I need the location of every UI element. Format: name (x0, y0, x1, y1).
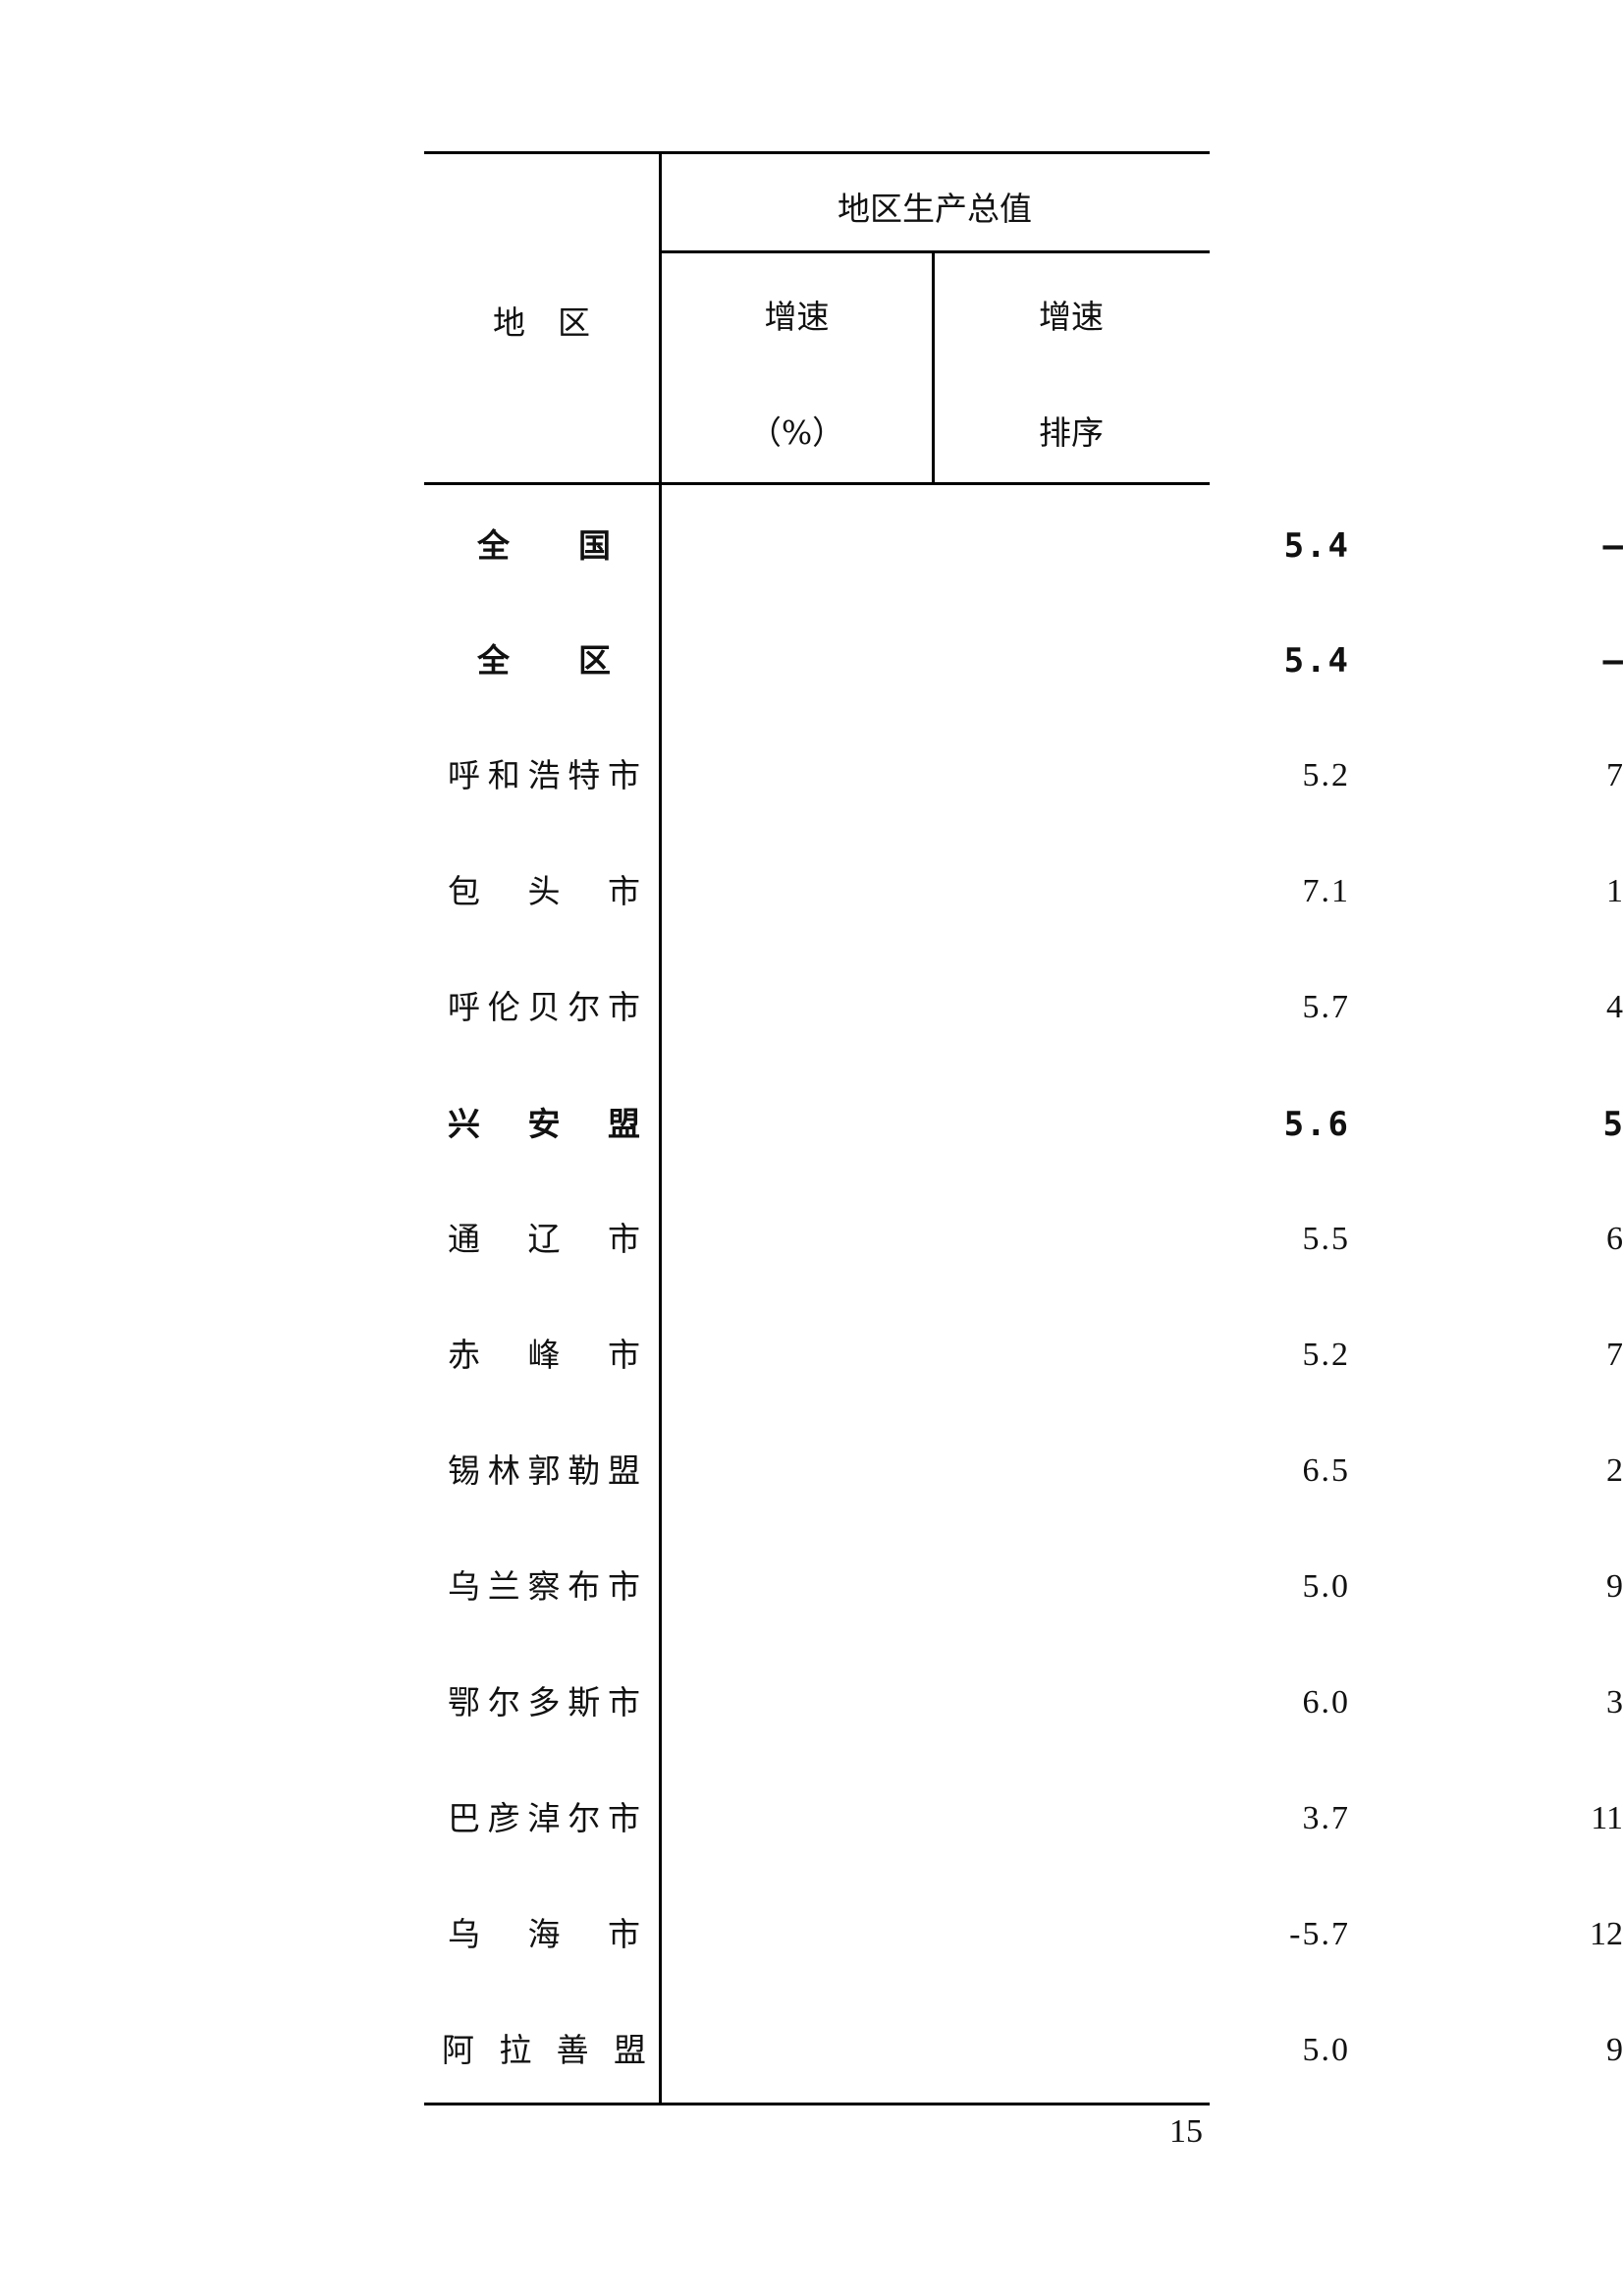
region-name: 乌兰察布市 (448, 1567, 640, 1606)
table-row: 兴安盟 5.6 5 (424, 1095, 1623, 1154)
growth-value: 6.5 (1302, 1452, 1350, 1489)
region-name: 乌海市 (448, 1915, 640, 1953)
growth-rank: 12 (1590, 1916, 1623, 1952)
table-row: 阿拉善盟 5.0 9 (424, 2021, 1623, 2080)
region-name: 通辽市 (448, 1220, 640, 1258)
region-name: 锡林郭勒盟 (448, 1451, 640, 1490)
table-row: 全区 5.4 — (424, 631, 1623, 690)
region-column-divider (659, 151, 662, 2105)
header-bottom-rule (424, 482, 1210, 485)
growth-value: 7.1 (1302, 873, 1350, 909)
region-name: 呼和浩特市 (448, 756, 640, 794)
table-top-rule (424, 151, 1210, 154)
growth-rank: 1 (1606, 873, 1623, 909)
growth-rank: 3 (1606, 1684, 1623, 1721)
region-name: 全国 (477, 526, 611, 565)
region-name: 兴安盟 (448, 1105, 640, 1143)
header-rank: 增速 (1039, 298, 1104, 336)
table-row: 呼和浩特市 5.2 7 (424, 746, 1623, 805)
table-bottom-rule (424, 2103, 1210, 2105)
growth-value: 5.0 (1302, 1568, 1350, 1605)
growth-value: 5.5 (1302, 1221, 1350, 1257)
region-name: 全区 (477, 641, 611, 680)
header-growth-rate: 增速 (764, 298, 830, 336)
growth-value: -5.7 (1289, 1916, 1350, 1952)
growth-value: 6.0 (1302, 1684, 1350, 1721)
table-row: 呼伦贝尔市 5.7 4 (424, 978, 1623, 1037)
growth-rank: — (1602, 526, 1623, 566)
header-region: 地 区 (493, 303, 590, 342)
table-row: 乌海市 -5.7 12 (424, 1905, 1623, 1964)
region-name: 赤峰市 (448, 1336, 640, 1374)
growth-rank: 7 (1606, 757, 1623, 793)
header-gdp: 地区生产总值 (838, 190, 1032, 228)
growth-value: 3.7 (1302, 1800, 1350, 1836)
growth-value: 5.0 (1302, 2032, 1350, 2068)
table-row: 全国 5.4 — (424, 517, 1623, 575)
growth-value: 5.4 (1283, 526, 1350, 566)
region-name: 鄂尔多斯市 (448, 1683, 640, 1722)
header-rank-2: 排序 (1039, 413, 1104, 452)
growth-rank: — (1602, 641, 1623, 681)
growth-rank: 9 (1606, 1568, 1623, 1605)
header-growth-unit: （%） (748, 413, 845, 452)
table-row: 通辽市 5.5 6 (424, 1210, 1623, 1269)
growth-rank: 2 (1606, 1452, 1623, 1489)
table-row: 鄂尔多斯市 6.0 3 (424, 1673, 1623, 1732)
table-row: 巴彦淖尔市 3.7 11 (424, 1789, 1623, 1848)
region-name: 阿拉善盟 (442, 2031, 646, 2069)
table-row: 赤峰市 5.2 7 (424, 1326, 1623, 1385)
header-mid-rule (660, 250, 1210, 253)
growth-rank: 7 (1606, 1337, 1623, 1373)
region-name: 包头市 (448, 872, 640, 910)
header-sub-divider (932, 250, 935, 484)
region-name: 巴彦淖尔市 (448, 1799, 640, 1837)
growth-rank: 6 (1606, 1221, 1623, 1257)
page-number: 15 (1169, 2113, 1203, 2150)
growth-value: 5.4 (1283, 641, 1350, 681)
growth-rank: 5 (1602, 1105, 1623, 1144)
growth-value: 5.7 (1302, 989, 1350, 1025)
growth-rank: 4 (1606, 989, 1623, 1025)
growth-value: 5.6 (1283, 1105, 1350, 1144)
table-row: 包头市 7.1 1 (424, 862, 1623, 921)
growth-value: 5.2 (1302, 757, 1350, 793)
table-row: 乌兰察布市 5.0 9 (424, 1558, 1623, 1616)
growth-rank: 9 (1606, 2032, 1623, 2068)
table-row: 锡林郭勒盟 6.5 2 (424, 1442, 1623, 1501)
growth-value: 5.2 (1302, 1337, 1350, 1373)
growth-rank: 11 (1591, 1800, 1623, 1836)
region-name: 呼伦贝尔市 (448, 988, 640, 1026)
